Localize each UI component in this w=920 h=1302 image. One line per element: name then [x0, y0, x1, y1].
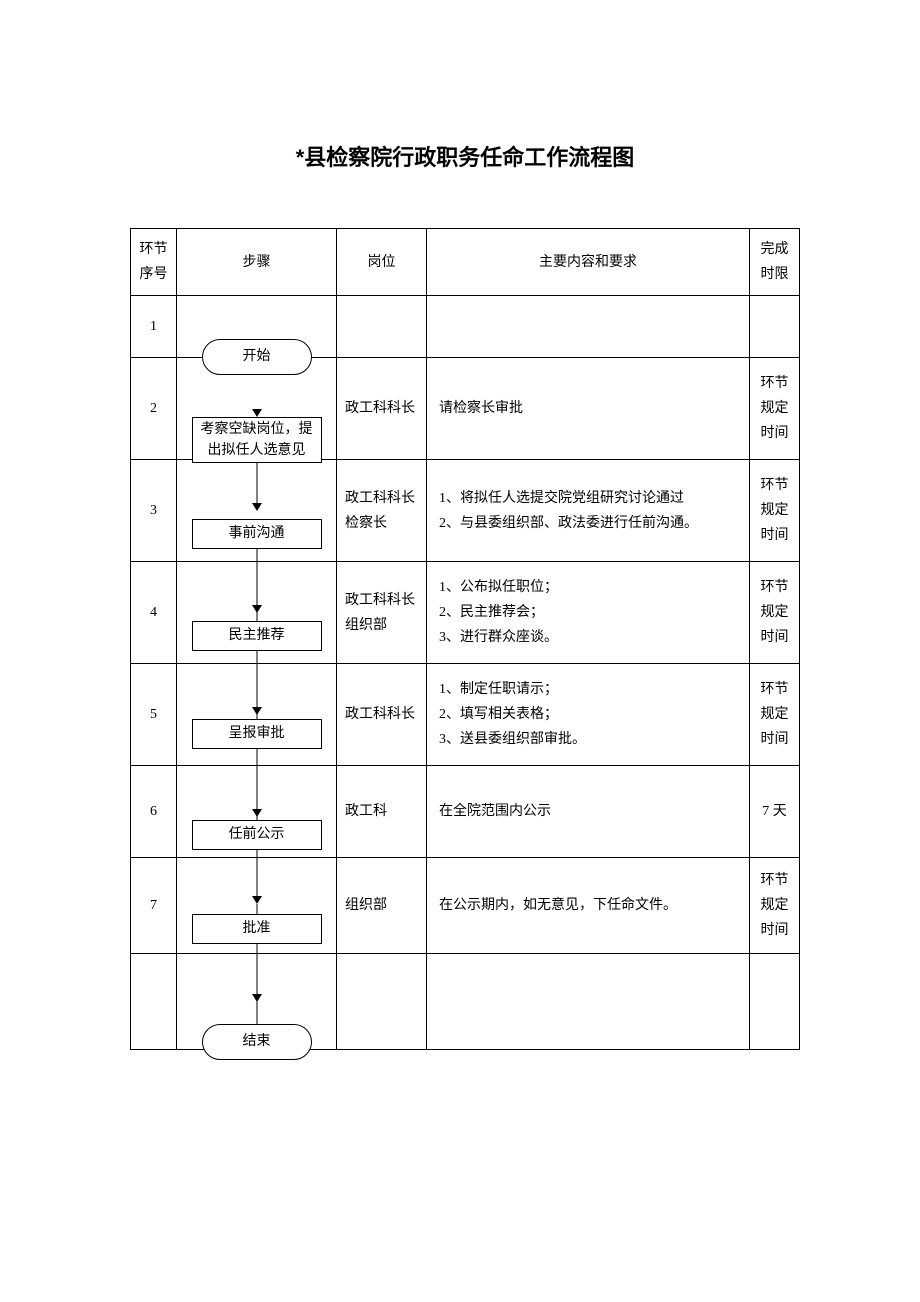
cell-req	[427, 296, 750, 358]
header-step: 步骤	[177, 229, 337, 296]
flow-arrow	[256, 1000, 257, 1024]
table-row: 3 事前沟通 政工科科长检察长 1、将拟任人选提交院党组研究讨论通过2、与县委组…	[131, 460, 800, 562]
cell-time: 环节规定时间	[750, 664, 800, 766]
cell-step: 民主推荐	[177, 562, 337, 664]
workflow-table: 环节序号 步骤 岗位 主要内容和要求 完成时限 1 开始	[130, 228, 800, 1050]
cell-step: 开始	[177, 296, 337, 358]
table-row: 2 考察空缺岗位，提出拟任人选意见 政工科科长 请检察长审批 环节规定时间	[131, 358, 800, 460]
cell-step: 结束	[177, 954, 337, 1050]
page-title: *县检察院行政职务任命工作流程图	[130, 140, 800, 172]
cell-num: 7	[131, 858, 177, 954]
table-row: 结束	[131, 954, 800, 1050]
cell-num: 4	[131, 562, 177, 664]
page: *县检察院行政职务任命工作流程图 环节序号 步骤 岗位 主要内容和要求 完成时限…	[0, 0, 920, 1302]
flow-arrow	[256, 904, 257, 914]
cell-step: 呈报审批	[177, 664, 337, 766]
table-row: 1 开始	[131, 296, 800, 358]
cell-num	[131, 954, 177, 1050]
table-row: 7 批准 组织部 在公示期内，如无意见，下任命文件。 环节规定时间	[131, 858, 800, 954]
table-header-row: 环节序号 步骤 岗位 主要内容和要求 完成时限	[131, 229, 800, 296]
cell-num: 5	[131, 664, 177, 766]
flow-arrow	[256, 810, 257, 820]
cell-post: 政工科	[337, 766, 427, 858]
cell-num: 3	[131, 460, 177, 562]
cell-post: 政工科科长	[337, 664, 427, 766]
cell-time: 7 天	[750, 766, 800, 858]
flow-node: 呈报审批	[192, 719, 322, 749]
cell-req: 请检察长审批	[427, 358, 750, 460]
cell-post: 组织部	[337, 858, 427, 954]
cell-num: 2	[131, 358, 177, 460]
cell-step: 考察空缺岗位，提出拟任人选意见	[177, 358, 337, 460]
cell-req: 1、将拟任人选提交院党组研究讨论通过2、与县委组织部、政法委进行任前沟通。	[427, 460, 750, 562]
table-row: 6 任前公示 政工科 在全院范围内公示 7 天	[131, 766, 800, 858]
flow-node-end: 结束	[202, 1024, 312, 1060]
header-req: 主要内容和要求	[427, 229, 750, 296]
cell-num: 1	[131, 296, 177, 358]
flow-node: 事前沟通	[192, 519, 322, 549]
table-row: 5 呈报审批 政工科科长 1、制定任职请示；2、填写相关表格；3、送县委组织部审…	[131, 664, 800, 766]
cell-time	[750, 296, 800, 358]
cell-post: 政工科科长组织部	[337, 562, 427, 664]
table-row: 4 民主推荐 政工科科长组织部 1、公布拟任职位；2、民主推荐会；3、进行群众座…	[131, 562, 800, 664]
cell-req: 在全院范围内公示	[427, 766, 750, 858]
cell-post	[337, 954, 427, 1050]
header-num: 环节序号	[131, 229, 177, 296]
cell-time: 环节规定时间	[750, 460, 800, 562]
flow-node: 批准	[192, 914, 322, 944]
cell-req: 在公示期内，如无意见，下任命文件。	[427, 858, 750, 954]
cell-post: 政工科科长检察长	[337, 460, 427, 562]
cell-time: 环节规定时间	[750, 358, 800, 460]
header-time: 完成时限	[750, 229, 800, 296]
arrow-head-icon	[252, 409, 262, 417]
flow-node: 考察空缺岗位，提出拟任人选意见	[192, 417, 322, 463]
cell-post: 政工科科长	[337, 358, 427, 460]
cell-req: 1、制定任职请示；2、填写相关表格；3、送县委组织部审批。	[427, 664, 750, 766]
cell-time: 环节规定时间	[750, 562, 800, 664]
cell-req: 1、公布拟任职位；2、民主推荐会；3、进行群众座谈。	[427, 562, 750, 664]
cell-num: 6	[131, 766, 177, 858]
flow-node: 民主推荐	[192, 621, 322, 651]
cell-req	[427, 954, 750, 1050]
flow-arrow	[256, 611, 257, 621]
cell-time: 环节规定时间	[750, 858, 800, 954]
flow-node: 任前公示	[192, 820, 322, 850]
cell-step: 批准	[177, 858, 337, 954]
header-post: 岗位	[337, 229, 427, 296]
cell-post	[337, 296, 427, 358]
cell-step: 任前公示	[177, 766, 337, 858]
cell-step: 事前沟通	[177, 460, 337, 562]
cell-time	[750, 954, 800, 1050]
